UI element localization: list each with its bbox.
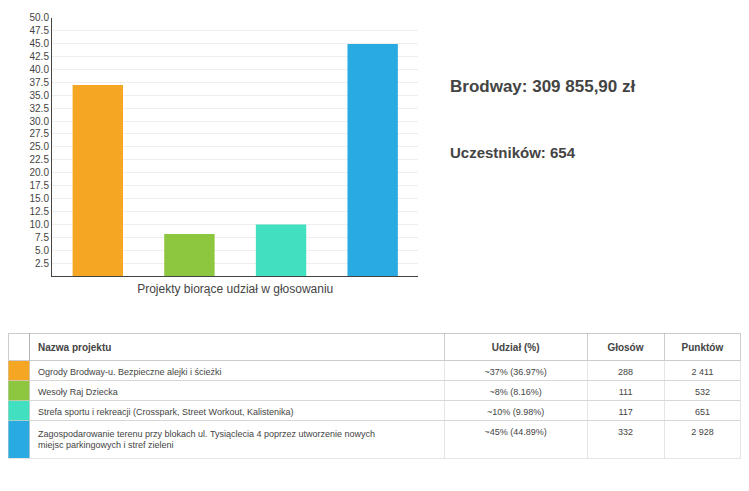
- svg-text:2 928: 2 928: [691, 427, 714, 437]
- svg-text:5.0: 5.0: [35, 245, 49, 256]
- svg-text:Strefa sportu i rekreacji (Cro: Strefa sportu i rekreacji (Crosspark, St…: [38, 407, 293, 417]
- svg-text:2 411: 2 411: [692, 367, 714, 377]
- svg-text:111: 111: [619, 387, 633, 397]
- svg-text:50.0: 50.0: [30, 12, 50, 23]
- svg-text:~8% (8.16%): ~8% (8.16%): [489, 387, 541, 397]
- svg-text:20.0: 20.0: [30, 167, 50, 178]
- svg-text:25.0: 25.0: [30, 141, 50, 152]
- svg-text:32.5: 32.5: [30, 103, 50, 114]
- svg-text:Głosów: Głosów: [607, 342, 643, 353]
- svg-text:Nazwa projektu: Nazwa projektu: [38, 342, 111, 353]
- svg-text:40.0: 40.0: [30, 64, 50, 75]
- svg-text:37.5: 37.5: [30, 77, 50, 88]
- svg-text:~37% (36.97%): ~37% (36.97%): [484, 367, 546, 377]
- svg-text:288: 288: [618, 367, 633, 377]
- svg-text:42.5: 42.5: [30, 51, 50, 62]
- svg-text:532: 532: [695, 387, 710, 397]
- svg-text:Ogrody Brodway-u. Bezpieczne a: Ogrody Brodway-u. Bezpieczne alejki i śc…: [38, 367, 222, 377]
- svg-text:117: 117: [618, 407, 632, 417]
- svg-text:~10% (9.98%): ~10% (9.98%): [487, 407, 544, 417]
- svg-text:17.5: 17.5: [30, 180, 50, 191]
- svg-text:15.0: 15.0: [30, 193, 50, 204]
- svg-text:12.5: 12.5: [30, 206, 50, 217]
- svg-text:332: 332: [618, 427, 633, 437]
- svg-text:27.5: 27.5: [30, 128, 50, 139]
- svg-text:Udział (%): Udział (%): [492, 342, 540, 353]
- svg-text:651: 651: [695, 407, 710, 417]
- svg-text:35.0: 35.0: [30, 90, 50, 101]
- svg-text:7.5: 7.5: [35, 232, 49, 243]
- svg-text:Uczestników: 654: Uczestników: 654: [450, 144, 576, 161]
- svg-text:Wesoły Raj Dziecka: Wesoły Raj Dziecka: [38, 387, 118, 397]
- svg-text:2.5: 2.5: [35, 258, 49, 269]
- svg-text:47.5: 47.5: [30, 25, 50, 36]
- svg-text:10.0: 10.0: [30, 219, 50, 230]
- svg-text:30.0: 30.0: [30, 116, 50, 127]
- svg-text:Zagospodarowanie terenu przy b: Zagospodarowanie terenu przy blokach ul.…: [38, 429, 375, 451]
- svg-text:Projekty biorące udział w głos: Projekty biorące udział w głosowaniu: [137, 282, 333, 296]
- svg-text:~45% (44.89%): ~45% (44.89%): [484, 427, 546, 437]
- svg-text:Brodway: 309 855,90 zł: Brodway: 309 855,90 zł: [450, 77, 635, 96]
- svg-text:Punktów: Punktów: [682, 342, 724, 353]
- svg-text:45.0: 45.0: [30, 38, 50, 49]
- svg-text:22.5: 22.5: [30, 154, 50, 165]
